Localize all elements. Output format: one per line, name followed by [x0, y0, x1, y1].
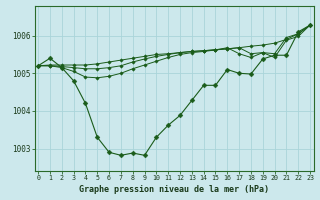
X-axis label: Graphe pression niveau de la mer (hPa): Graphe pression niveau de la mer (hPa) — [79, 185, 269, 194]
